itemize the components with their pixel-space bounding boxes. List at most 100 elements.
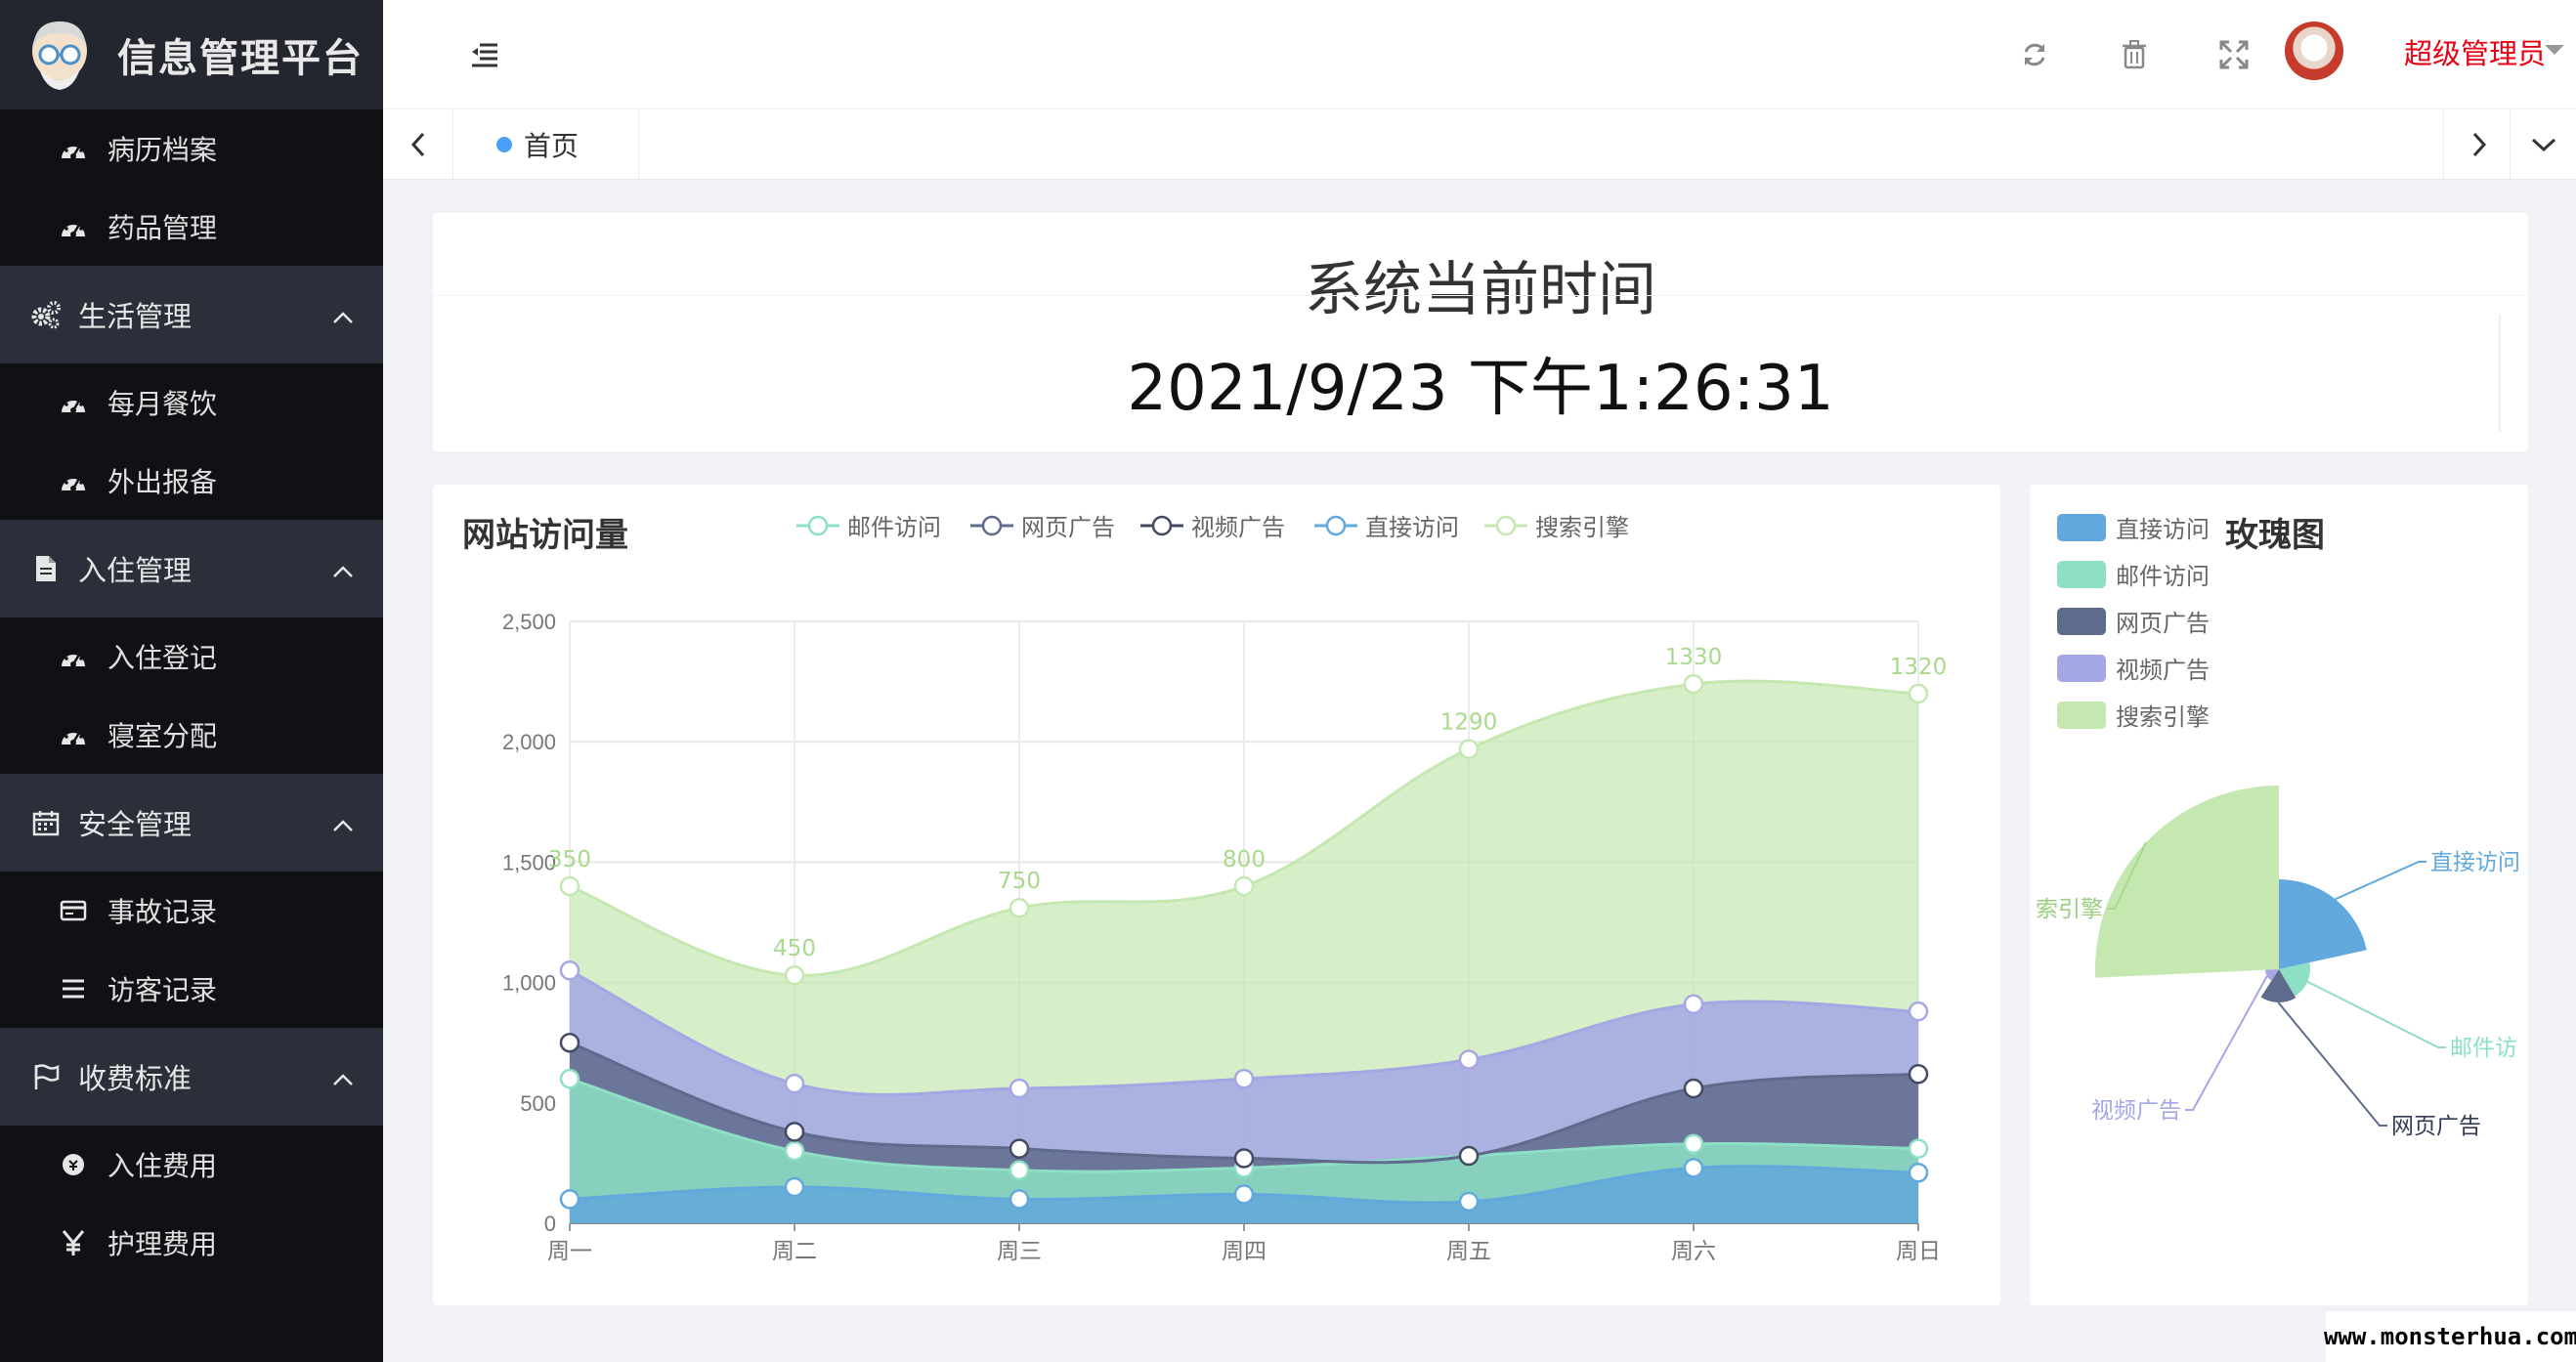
sidebar-item-label: 病历档案 xyxy=(107,134,218,166)
rose-legend-item[interactable]: 邮件访问 xyxy=(2057,557,2210,591)
data-point[interactable] xyxy=(1233,1148,1255,1169)
data-point[interactable] xyxy=(1458,1145,1480,1167)
chevron-down-icon[interactable] xyxy=(2545,45,2564,55)
data-point[interactable] xyxy=(1009,1189,1030,1210)
legend-item[interactable]: 搜索引擎 xyxy=(1482,508,1629,542)
data-point[interactable] xyxy=(1683,673,1704,695)
data-point[interactable] xyxy=(1009,1078,1030,1099)
sidebar-item-6[interactable]: 入住登记 xyxy=(0,617,383,696)
sidebar-item-7[interactable]: 寝室分配 xyxy=(0,696,383,774)
sidebar-item-13[interactable]: 护理费用 xyxy=(0,1204,383,1282)
data-point[interactable] xyxy=(559,960,580,981)
sidebar-item-3[interactable]: 每月餐饮 xyxy=(0,363,383,442)
sidebar-group-5[interactable]: 入住管理 xyxy=(0,520,383,617)
sidebar-item-label: 生活管理 xyxy=(78,300,193,333)
data-point[interactable] xyxy=(1233,1184,1255,1205)
sidebar-item-4[interactable]: 外出报备 xyxy=(0,442,383,520)
sidebar-item-12[interactable]: 入住费用 xyxy=(0,1126,383,1204)
data-point[interactable] xyxy=(1009,897,1030,918)
avatar[interactable] xyxy=(2285,21,2343,80)
data-point[interactable] xyxy=(784,1176,805,1198)
sidebar-item-0[interactable]: 病历档案 xyxy=(0,109,383,188)
card-icon xyxy=(59,896,88,925)
rose-slice-label: 邮件访 xyxy=(2450,1036,2517,1061)
data-label: 1290 xyxy=(1440,710,1498,736)
fullscreen-icon[interactable] xyxy=(2214,35,2254,74)
username[interactable]: 超级管理员 xyxy=(2404,37,2547,70)
legend-item[interactable]: 视频广告 xyxy=(1138,508,1285,542)
data-point[interactable] xyxy=(1009,1138,1030,1159)
sidebar-item-10[interactable]: 访客记录 xyxy=(0,950,383,1028)
data-point[interactable] xyxy=(784,1073,805,1094)
time-card-title: 系统当前时间 xyxy=(1305,256,1656,324)
rose-slice[interactable] xyxy=(2095,786,2279,978)
tab-menu-chevron-icon[interactable] xyxy=(2510,109,2576,180)
legend-item[interactable]: 网页广告 xyxy=(968,508,1115,542)
sidebar-group-8[interactable]: 安全管理 xyxy=(0,774,383,872)
legend-label: 视频广告 xyxy=(1191,514,1285,541)
data-point[interactable] xyxy=(559,875,580,897)
data-point[interactable] xyxy=(1683,1133,1704,1154)
data-label: 350 xyxy=(548,847,591,873)
sidebar-item-label: 收费标准 xyxy=(78,1062,193,1095)
legend-item[interactable]: 邮件访问 xyxy=(794,508,941,542)
data-point[interactable] xyxy=(1233,875,1255,897)
sidebar-item-label: 寝室分配 xyxy=(107,720,218,752)
data-point[interactable] xyxy=(1233,1068,1255,1089)
visits-area-chart: 0 500 1,000 1,500 2,000 2,500 周一 周二 周三 周四 周五 周六 周日 35… xyxy=(502,610,1948,1264)
rose-label-leader xyxy=(2306,980,2446,1048)
data-point[interactable] xyxy=(784,964,805,986)
menu-fold-icon[interactable] xyxy=(465,35,504,74)
sidebar-group-2[interactable]: 生活管理 xyxy=(0,266,383,363)
data-point[interactable] xyxy=(1458,1191,1480,1213)
legend-swatch xyxy=(2057,560,2106,588)
data-point[interactable] xyxy=(1908,1000,1929,1022)
divider xyxy=(433,295,2528,296)
legend-item[interactable]: 直接访问 xyxy=(1312,508,1459,542)
rose-label-leader xyxy=(2335,861,2426,901)
data-point[interactable] xyxy=(784,1140,805,1162)
data-point[interactable] xyxy=(1009,1160,1030,1181)
rose-slice[interactable] xyxy=(2260,969,2297,1002)
gears-icon xyxy=(29,298,63,331)
data-point[interactable] xyxy=(1908,1138,1929,1159)
data-label: 1320 xyxy=(1890,655,1948,680)
rose-slice[interactable] xyxy=(2265,969,2279,981)
data-point[interactable] xyxy=(1908,1063,1929,1085)
trash-icon[interactable] xyxy=(2115,35,2154,74)
sidebar-group-11[interactable]: 收费标准 xyxy=(0,1028,383,1126)
coin-icon xyxy=(59,1150,88,1179)
data-point[interactable] xyxy=(559,1189,580,1210)
rose-legend-item[interactable]: 网页广告 xyxy=(2057,604,2210,638)
dashboard-icon xyxy=(59,212,88,241)
data-point[interactable] xyxy=(1908,683,1929,704)
data-point[interactable] xyxy=(559,1032,580,1053)
data-point[interactable] xyxy=(1458,1049,1480,1070)
data-point[interactable] xyxy=(784,1122,805,1142)
sidebar-item-1[interactable]: 药品管理 xyxy=(0,188,383,266)
tab-next-icon[interactable] xyxy=(2443,109,2513,180)
data-label: 800 xyxy=(1223,847,1266,873)
sidebar-item-label: 护理费用 xyxy=(107,1228,218,1260)
rose-legend-item[interactable]: 视频广告 xyxy=(2057,651,2210,685)
tab-prev-icon[interactable] xyxy=(383,109,453,180)
sidebar-item-label: 访客记录 xyxy=(107,974,218,1006)
data-point[interactable] xyxy=(1458,739,1480,759)
data-point[interactable] xyxy=(1683,1158,1704,1178)
data-point[interactable] xyxy=(1683,1078,1704,1099)
legend-swatch xyxy=(2057,701,2106,729)
data-point[interactable] xyxy=(559,1068,580,1089)
sidebar-item-9[interactable]: 事故记录 xyxy=(0,872,383,950)
data-point[interactable] xyxy=(1683,994,1704,1015)
tab-home[interactable]: 首页 xyxy=(453,109,639,180)
legend-label: 网页广告 xyxy=(2116,610,2210,637)
refresh-icon[interactable] xyxy=(2015,35,2054,74)
rose-slice[interactable] xyxy=(2279,879,2367,969)
data-label: 1330 xyxy=(1665,645,1723,670)
data-label: 750 xyxy=(998,869,1041,894)
rose-legend-item[interactable]: 搜索引擎 xyxy=(2057,698,2210,732)
page-bottom xyxy=(383,1305,2326,1362)
rose-legend-item[interactable]: 直接访问 xyxy=(2057,510,2210,544)
data-point[interactable] xyxy=(1908,1163,1929,1183)
rose-slice[interactable] xyxy=(2279,962,2310,997)
